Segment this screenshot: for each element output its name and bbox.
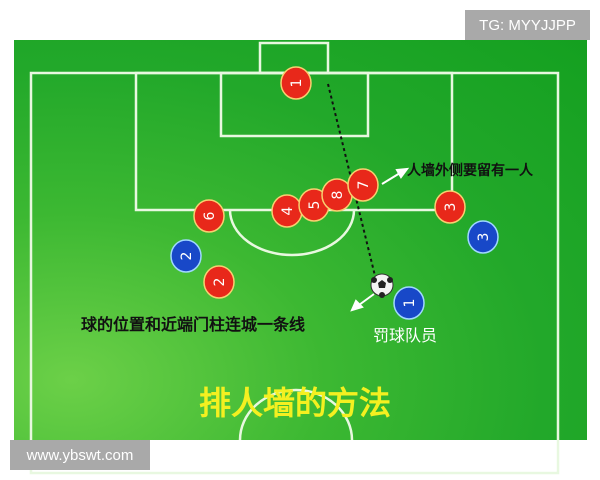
ball xyxy=(370,273,394,298)
player-red-7: 7 xyxy=(347,168,379,202)
watermark-top: TG: MYYJJPP xyxy=(465,10,590,40)
player-number: 3 xyxy=(443,203,459,212)
player-number: 1 xyxy=(289,79,305,88)
player-number: 3 xyxy=(476,233,492,242)
ball-to-post-line xyxy=(327,83,377,281)
player-blue-3: 3 xyxy=(467,220,499,254)
diagram-title: 排人墙的方法 xyxy=(198,384,391,422)
center-circle xyxy=(238,388,354,441)
player-marker xyxy=(203,265,235,299)
player-red-1: 1 xyxy=(280,66,312,100)
player-number: 5 xyxy=(307,201,323,210)
player-red-2: 2 xyxy=(203,265,235,299)
player-number: 1 xyxy=(402,299,418,308)
player-number: 6 xyxy=(202,211,218,220)
player-blue-2: 2 xyxy=(170,239,202,273)
watermark-bottom: www.ybswt.com xyxy=(10,440,150,470)
player-marker xyxy=(434,190,466,224)
player-marker xyxy=(393,286,425,320)
player-number: 7 xyxy=(356,181,372,190)
player-marker xyxy=(347,168,379,202)
annotation-kicker: 罚球队员 xyxy=(373,326,438,345)
player-red-3: 3 xyxy=(434,190,466,224)
player-marker xyxy=(170,239,202,273)
player-number: 4 xyxy=(280,206,296,215)
arrow-wall xyxy=(381,167,410,185)
annotation-wall-outside: 人墙外侧要留有一人 xyxy=(407,163,533,179)
player-number: 8 xyxy=(330,191,346,200)
player-marker xyxy=(193,199,225,233)
player-number: 2 xyxy=(179,252,195,261)
player-marker xyxy=(467,220,499,254)
arrow-ball xyxy=(350,293,375,312)
player-marker xyxy=(280,66,312,100)
player-red-4: 4 xyxy=(271,194,303,228)
penalty-arc xyxy=(228,209,356,257)
player-red-6: 6 xyxy=(193,199,225,233)
player-number: 2 xyxy=(212,278,228,287)
annotation-ball-line: 球的位置和近端门柱连城一条线 xyxy=(81,315,306,334)
player-blue-1: 1 xyxy=(393,286,425,320)
